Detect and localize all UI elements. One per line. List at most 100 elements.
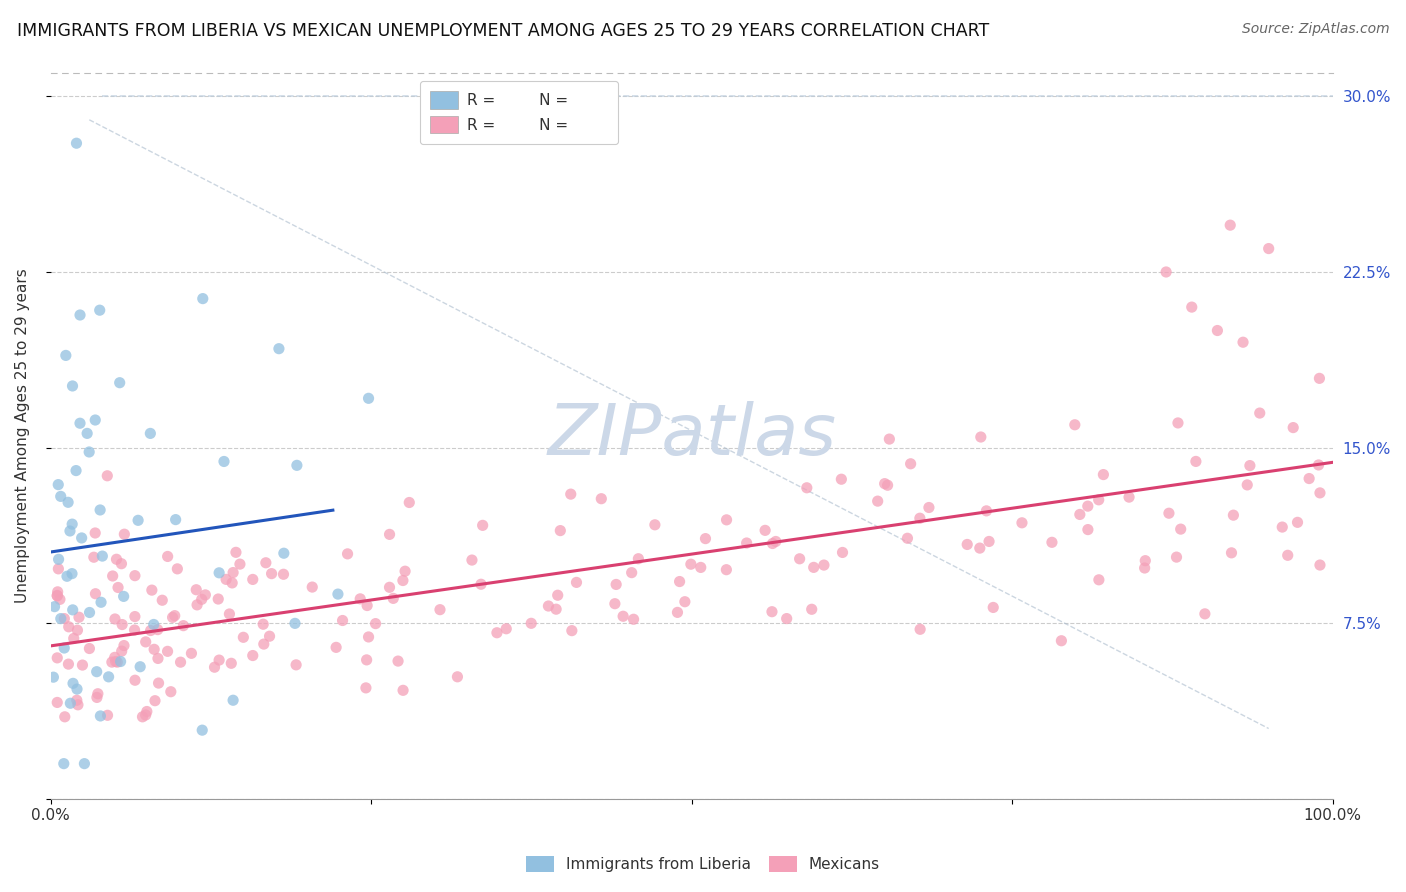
Point — [86, 690, 108, 705]
Point — [46, 589, 69, 603]
Point — [208, 566, 231, 580]
Point — [800, 602, 823, 616]
Point — [918, 500, 941, 515]
Point — [215, 573, 238, 587]
Point — [131, 710, 153, 724]
Point — [273, 546, 295, 560]
Point — [1166, 550, 1188, 565]
Point — [48, 562, 70, 576]
Point — [326, 587, 349, 601]
Point — [225, 545, 247, 559]
Point — [55, 348, 77, 362]
Point — [446, 670, 468, 684]
Point — [461, 553, 484, 567]
Point — [104, 655, 127, 669]
Point — [96, 708, 118, 723]
Point — [143, 642, 166, 657]
Text: 55: 55 — [557, 96, 576, 112]
Point — [146, 651, 169, 665]
Legend: Immigrants from Liberia, Mexicans: Immigrants from Liberia, Mexicans — [519, 848, 887, 880]
Point — [666, 606, 689, 620]
Point — [1308, 371, 1330, 385]
Point — [537, 599, 560, 613]
Legend: R =         N =        , R =         N =        : R = N = , R = N = — [419, 80, 617, 145]
Point — [135, 705, 157, 719]
Point — [105, 552, 128, 566]
Point — [53, 710, 76, 724]
Text: 0.259: 0.259 — [439, 96, 481, 112]
Point — [364, 616, 387, 631]
Point — [62, 676, 84, 690]
Point — [204, 660, 226, 674]
Point — [221, 575, 243, 590]
Point — [627, 551, 650, 566]
Point — [1069, 508, 1091, 522]
Point — [139, 624, 162, 638]
Point — [970, 430, 993, 444]
Point — [110, 557, 132, 571]
Point — [1308, 458, 1330, 472]
Point — [104, 612, 127, 626]
Point — [908, 622, 931, 636]
Point — [546, 602, 568, 616]
Point — [1077, 523, 1099, 537]
Point — [956, 537, 979, 551]
Point — [1040, 535, 1063, 549]
Point — [1087, 492, 1109, 507]
Point — [66, 698, 89, 712]
Point — [896, 531, 918, 545]
Point — [135, 635, 157, 649]
Point — [52, 756, 75, 771]
Point — [90, 595, 112, 609]
Point — [1170, 522, 1192, 536]
Point — [165, 513, 187, 527]
Point — [1118, 490, 1140, 504]
Point — [129, 659, 152, 673]
Point — [1222, 508, 1244, 523]
Point — [612, 609, 634, 624]
Point — [66, 693, 89, 707]
Point — [977, 534, 1000, 549]
Point — [1219, 218, 1241, 232]
Point — [49, 611, 72, 625]
Point — [605, 577, 627, 591]
Point — [111, 617, 134, 632]
Point — [70, 531, 93, 545]
Text: 197: 197 — [557, 129, 586, 145]
Point — [83, 550, 105, 565]
Point — [716, 513, 738, 527]
Point — [112, 639, 135, 653]
Point — [112, 590, 135, 604]
Point — [623, 612, 645, 626]
Point — [218, 607, 240, 621]
Point — [429, 602, 451, 616]
Point — [273, 567, 295, 582]
Point — [84, 413, 107, 427]
Point — [191, 292, 214, 306]
Point — [150, 593, 173, 607]
Point — [356, 599, 378, 613]
Point — [470, 577, 492, 591]
Point — [69, 416, 91, 430]
Point — [124, 609, 146, 624]
Point — [254, 556, 277, 570]
Point — [1271, 520, 1294, 534]
Point — [65, 464, 87, 478]
Point — [49, 592, 72, 607]
Point — [789, 551, 811, 566]
Point — [229, 557, 252, 571]
Y-axis label: Unemployment Among Ages 25 to 29 years: Unemployment Among Ages 25 to 29 years — [15, 268, 30, 603]
Point — [392, 574, 415, 588]
Point — [285, 458, 308, 473]
Point — [831, 545, 853, 559]
Point — [1135, 554, 1157, 568]
Point — [1309, 558, 1331, 572]
Point — [1077, 499, 1099, 513]
Point — [550, 524, 572, 538]
Point — [387, 654, 409, 668]
Point — [159, 684, 181, 698]
Point — [1298, 471, 1320, 485]
Point — [716, 563, 738, 577]
Point — [143, 694, 166, 708]
Point — [1282, 420, 1305, 434]
